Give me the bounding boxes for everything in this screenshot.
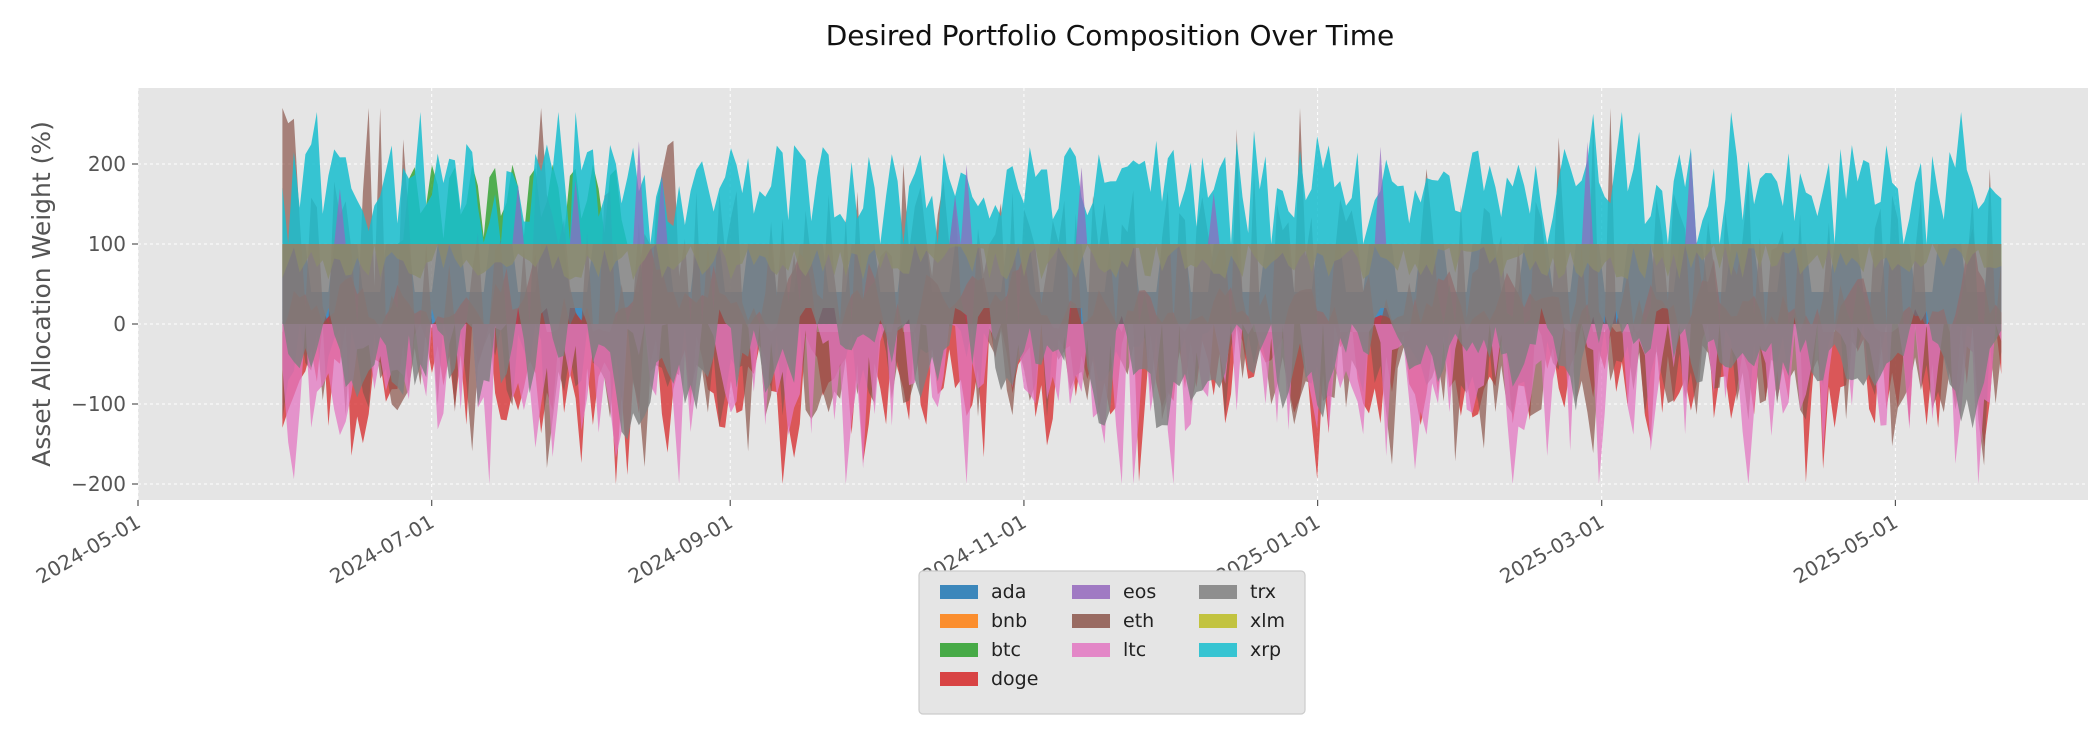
legend-label-trx: trx [1250, 581, 1276, 603]
legend-swatch-trx [1199, 585, 1237, 599]
y-axis-label: Asset Allocation Weight (%) [27, 121, 56, 467]
legend-swatch-doge [940, 672, 978, 686]
legend-swatch-ltc [1072, 643, 1110, 657]
legend-swatch-eos [1072, 585, 1110, 599]
y-tick-label: 100 [88, 232, 126, 256]
x-tick-label: 2025-03-01 [1496, 510, 1609, 589]
x-tick-label: 2025-05-01 [1789, 510, 1902, 589]
legend-label-ltc: ltc [1123, 639, 1146, 661]
x-tick-label: 2024-05-01 [32, 510, 145, 589]
legend-swatch-xlm [1199, 614, 1237, 628]
area-series-layer [282, 108, 2002, 484]
y-tick-label: 200 [88, 152, 126, 176]
legend-label-xrp: xrp [1250, 639, 1281, 661]
y-tick-label: −200 [71, 472, 126, 496]
legend-swatch-eth [1072, 614, 1110, 628]
y-tick-label: 0 [113, 312, 126, 336]
x-tick-label: 2024-07-01 [326, 510, 439, 589]
legend-label-btc: btc [991, 639, 1021, 661]
x-tick-label: 2024-09-01 [624, 510, 737, 589]
legend-label-doge: doge [991, 668, 1038, 690]
legend: ada bnb btc doge eos eth ltc trx xlm xrp [918, 570, 1306, 715]
legend-box [918, 570, 1306, 715]
area-trx [282, 244, 2002, 440]
legend-swatch-bnb [940, 614, 978, 628]
legend-swatch-ada [940, 585, 978, 599]
y-tick-label: −100 [71, 392, 126, 416]
legend-label-ada: ada [991, 581, 1026, 603]
area-xrp [282, 112, 2002, 244]
legend-swatch-btc [940, 643, 978, 657]
legend-label-xlm: xlm [1250, 610, 1285, 632]
chart-title: Desired Portfolio Composition Over Time [826, 19, 1395, 52]
legend-label-eth: eth [1123, 610, 1154, 632]
legend-swatch-xrp [1199, 643, 1237, 657]
y-axis-ticks: −200 −100 0 100 200 [71, 152, 138, 496]
legend-label-bnb: bnb [991, 610, 1027, 632]
legend-label-eos: eos [1123, 581, 1156, 603]
